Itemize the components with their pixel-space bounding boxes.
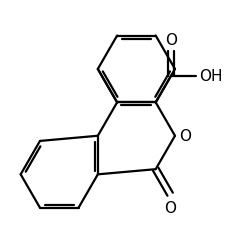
Text: O: O: [164, 33, 176, 48]
Text: OH: OH: [198, 69, 222, 84]
Text: O: O: [164, 200, 175, 215]
Text: O: O: [179, 129, 191, 144]
